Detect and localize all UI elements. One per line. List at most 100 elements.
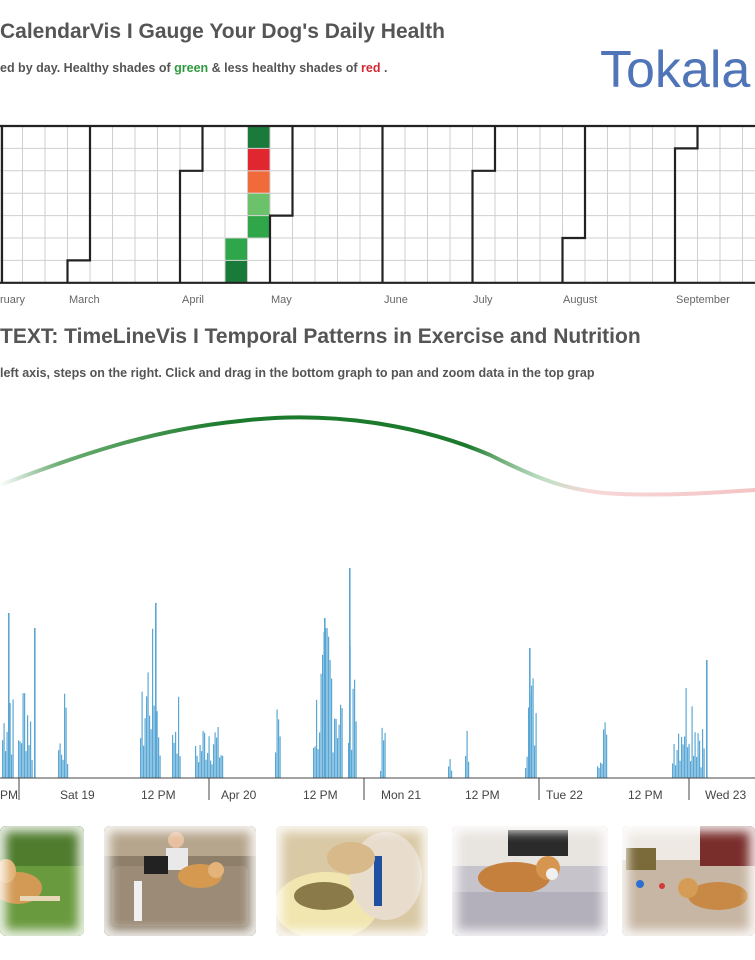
activity-bar (380, 770, 382, 778)
activity-bar (21, 743, 23, 778)
health-trend-chart (0, 415, 755, 497)
activity-bar (279, 736, 281, 778)
activity-bar (153, 705, 155, 778)
activity-bar (678, 733, 680, 778)
subtitle-text-start: ed by day. Healthy shades of (0, 61, 175, 75)
activity-bar (9, 703, 11, 778)
activity-bar (6, 731, 8, 778)
activity-bar (687, 747, 689, 778)
activity-bar (349, 568, 351, 778)
month-boundary (471, 126, 497, 283)
activity-bar (178, 696, 180, 778)
activity-bar (706, 660, 708, 778)
activity-bar (326, 628, 328, 778)
activity-bar (332, 752, 334, 778)
photo-boy-with-dog-on-sofa[interactable] (104, 826, 256, 936)
activity-bar (199, 744, 201, 778)
activity-bar (700, 767, 702, 778)
activity-bar (216, 737, 218, 778)
month-label-september: September (676, 294, 730, 306)
activity-bar (449, 759, 451, 778)
activity-bar (24, 693, 26, 778)
photo-dog-sniffing-plate[interactable] (276, 826, 428, 936)
activity-bar (324, 618, 326, 778)
activity-bar (222, 755, 224, 778)
activity-bar (604, 722, 606, 778)
activity-bar (688, 743, 690, 778)
activity-bar (697, 733, 699, 778)
dog-with-plate-image (276, 826, 428, 936)
calendar-subtitle: ed by day. Healthy shades of green & les… (0, 61, 387, 75)
activity-bar (468, 761, 470, 778)
activity-bar (34, 628, 36, 778)
photo-dog-on-bed[interactable] (452, 826, 608, 936)
dog-on-grass-image (0, 826, 84, 936)
axis-tick-label: 12 PM (303, 788, 338, 802)
activity-bar (465, 756, 467, 778)
activity-bar (198, 762, 200, 778)
axis-tick-label: PM (0, 788, 18, 802)
activity-bar (219, 757, 221, 778)
activity-bar (320, 673, 322, 778)
activity-bar (525, 768, 527, 778)
activity-bar (179, 756, 181, 778)
activity-bar (276, 709, 278, 778)
activity-bar (156, 711, 158, 778)
activity-bar (526, 756, 528, 778)
activity-bar (322, 654, 324, 778)
activity-bar (348, 742, 350, 778)
activity-bar (331, 678, 333, 778)
calendar-title: CalendarVis I Gauge Your Dog's Daily Hea… (0, 20, 445, 43)
green-word: green (174, 61, 209, 75)
activity-bar (205, 759, 207, 778)
axis-tick-label: Tue 22 (546, 788, 583, 802)
axis-tick-label: 12 PM (141, 788, 176, 802)
activity-bar (176, 753, 178, 778)
activity-bar (64, 693, 66, 778)
activity-bar (598, 768, 600, 778)
calendar-day-cell (248, 171, 270, 193)
activity-bar (146, 696, 148, 778)
activity-bar (383, 740, 385, 778)
photo-dog-on-floor-with-toys[interactable] (622, 826, 755, 936)
activity-bar (603, 729, 605, 778)
activity-bar (5, 751, 7, 778)
activity-bar (61, 754, 63, 778)
activity-bar (19, 741, 21, 778)
activity-bar (600, 762, 602, 778)
photo-dog-lying-on-grass[interactable] (0, 826, 84, 936)
activity-bar (355, 721, 357, 778)
activity-bar (12, 699, 14, 778)
activity-bar (22, 693, 24, 778)
activity-bar (173, 742, 175, 778)
activity-bar (337, 738, 339, 778)
activity-bar (210, 760, 212, 778)
activity-bar (217, 727, 219, 778)
activity-bar (11, 754, 13, 778)
activity-bar (275, 752, 277, 778)
calendar-heatmap[interactable] (0, 118, 755, 288)
activity-bar (679, 760, 681, 778)
activity-bar (18, 740, 20, 778)
activity-bar (144, 718, 146, 778)
activity-bar (384, 732, 386, 778)
activity-bar (693, 755, 695, 778)
activity-bar (313, 748, 315, 778)
activity-bar (341, 708, 343, 778)
activity-bar (8, 613, 10, 778)
activity-bar (529, 648, 531, 778)
activity-bar (141, 691, 143, 778)
activity-bar (694, 732, 696, 778)
activity-bar (334, 718, 336, 778)
activity-bar-chart[interactable] (0, 560, 755, 800)
calendar-day-cell (248, 216, 270, 238)
activity-bar (702, 729, 704, 778)
brand-logo: Tokala (600, 41, 751, 99)
activity-bar (351, 749, 353, 778)
activity-bar (211, 764, 213, 778)
activity-bar (528, 707, 530, 778)
activity-bar (319, 732, 321, 778)
activity-bar (175, 731, 177, 778)
activity-bar (672, 763, 674, 778)
activity-bar (314, 746, 316, 778)
